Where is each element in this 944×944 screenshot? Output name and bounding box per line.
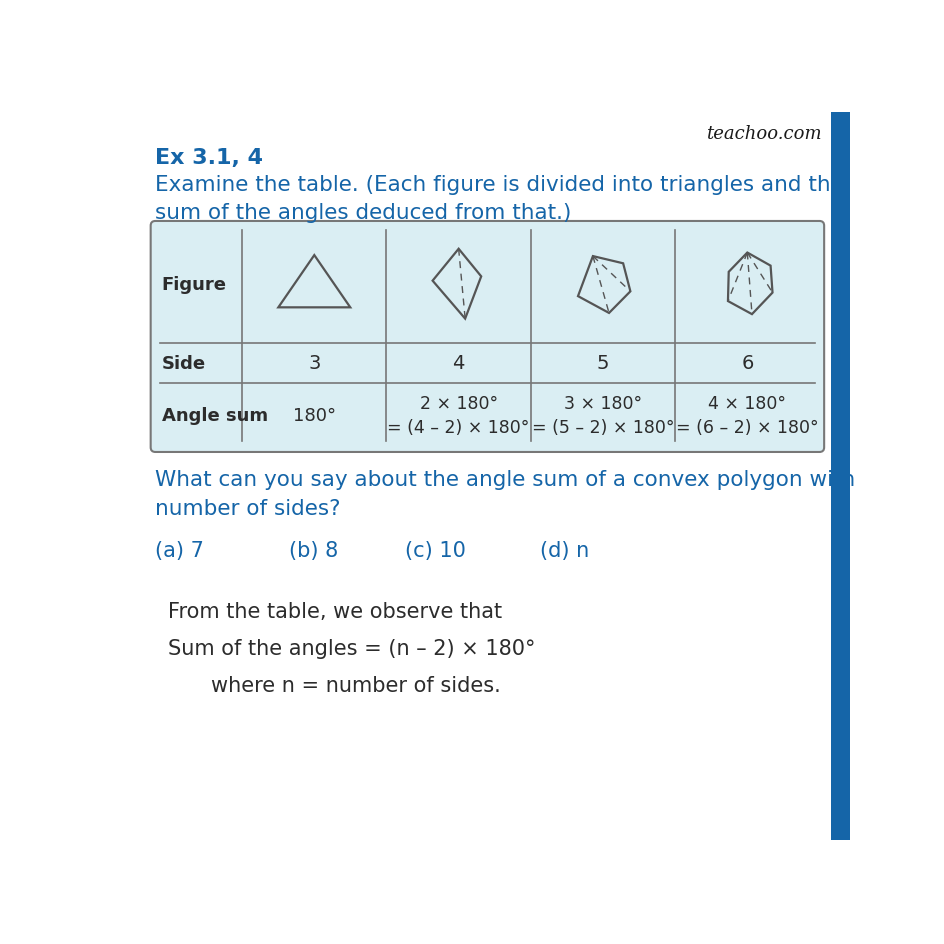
- Text: 3 × 180°: 3 × 180°: [564, 395, 641, 413]
- Text: Angle sum: Angle sum: [161, 407, 267, 425]
- Text: 4 × 180°: 4 × 180°: [708, 395, 785, 413]
- Text: sum of the angles deduced from that.): sum of the angles deduced from that.): [155, 203, 571, 223]
- Text: 6: 6: [740, 354, 752, 373]
- Text: Side: Side: [161, 354, 206, 372]
- Text: 2 × 180°: 2 × 180°: [419, 395, 497, 413]
- Text: Figure: Figure: [161, 276, 227, 294]
- Text: (a) 7: (a) 7: [155, 540, 204, 560]
- Bar: [830, 113, 850, 840]
- Text: = (6 – 2) × 180°: = (6 – 2) × 180°: [675, 419, 818, 437]
- Text: 5: 5: [596, 354, 609, 373]
- Text: What can you say about the angle sum of a convex polygon with: What can you say about the angle sum of …: [155, 469, 854, 489]
- Text: (d) n: (d) n: [540, 540, 589, 560]
- Text: Examine the table. (Each figure is divided into triangles and the: Examine the table. (Each figure is divid…: [155, 175, 843, 194]
- Text: (b) 8: (b) 8: [288, 540, 338, 560]
- Text: (c) 10: (c) 10: [404, 540, 465, 560]
- Text: teachoo.com: teachoo.com: [705, 125, 821, 143]
- Text: Sum of the angles = (n – 2) × 180°: Sum of the angles = (n – 2) × 180°: [168, 639, 535, 659]
- Text: 4: 4: [452, 354, 464, 373]
- Text: Ex 3.1, 4: Ex 3.1, 4: [155, 148, 263, 168]
- Text: = (5 – 2) × 180°: = (5 – 2) × 180°: [531, 419, 673, 437]
- Text: From the table, we observe that: From the table, we observe that: [168, 601, 502, 622]
- Text: = (4 – 2) × 180°: = (4 – 2) × 180°: [387, 419, 530, 437]
- Text: 3: 3: [308, 354, 320, 373]
- Text: number of sides?: number of sides?: [155, 498, 341, 518]
- Text: where n = number of sides.: where n = number of sides.: [211, 676, 500, 696]
- Text: 180°: 180°: [293, 407, 335, 425]
- FancyBboxPatch shape: [150, 222, 823, 452]
